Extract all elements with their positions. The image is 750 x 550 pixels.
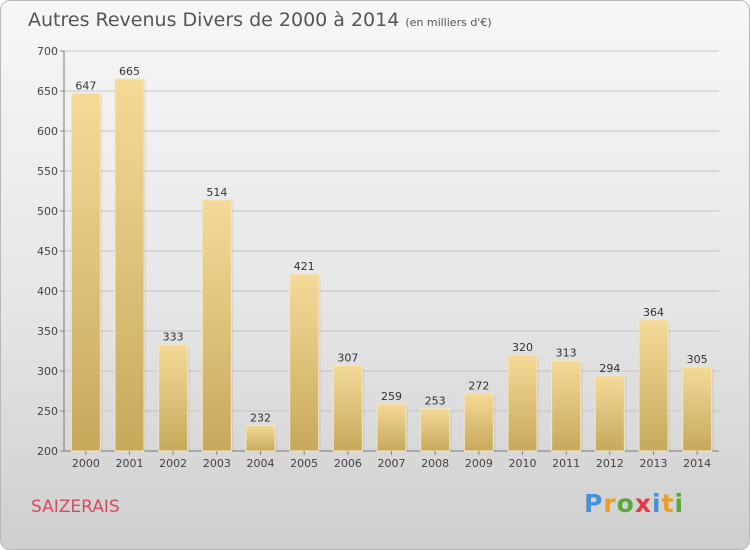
- data-label: 647: [75, 79, 96, 92]
- bar: [376, 403, 407, 452]
- data-label: 253: [425, 395, 446, 408]
- data-label: 305: [687, 353, 708, 366]
- x-tick-label: 2006: [334, 457, 362, 470]
- y-tick-label: 450: [37, 245, 58, 258]
- bar: [158, 344, 189, 452]
- chart-title: Autres Revenus Divers de 2000 à 2014 (en …: [28, 9, 492, 31]
- data-label: 294: [599, 362, 620, 375]
- y-tick-label: 200: [37, 445, 58, 458]
- x-tick-label: 2001: [116, 457, 144, 470]
- logo-letter: o: [616, 489, 635, 518]
- x-tick-label: 2003: [203, 457, 231, 470]
- chart-subtitle: (en milliers d'€): [405, 16, 492, 29]
- x-tick-label: 2012: [596, 457, 624, 470]
- x-tick-label: 2011: [552, 457, 580, 470]
- y-tick-label: 300: [37, 365, 58, 378]
- data-label: 364: [643, 306, 664, 319]
- data-label: 421: [294, 260, 315, 273]
- x-tick-label: 2008: [421, 457, 449, 470]
- bar: [201, 199, 232, 452]
- bar: [70, 92, 101, 452]
- data-label: 320: [512, 341, 533, 354]
- bar: [332, 364, 363, 452]
- data-label: 333: [163, 331, 184, 344]
- logo-letter: i: [674, 489, 685, 518]
- y-tick-label: 400: [37, 285, 58, 298]
- bar: [245, 424, 276, 452]
- data-label: 307: [337, 351, 358, 364]
- data-label: 259: [381, 390, 402, 403]
- logo-letter: x: [634, 489, 652, 518]
- data-label: 665: [119, 65, 140, 78]
- bar: [682, 366, 713, 452]
- x-tick-label: 2005: [290, 457, 318, 470]
- title-text: Autres Revenus Divers de 2000 à 2014: [28, 9, 400, 31]
- bar: [507, 354, 538, 452]
- bar: [638, 319, 669, 452]
- y-tick-label: 350: [37, 325, 58, 338]
- x-tick-label: 2009: [465, 457, 493, 470]
- logo-letter: t: [661, 489, 675, 518]
- x-tick-label: 2010: [509, 457, 537, 470]
- data-label: 313: [556, 347, 577, 360]
- x-tick-label: 2002: [159, 457, 187, 470]
- x-tick-label: 2004: [247, 457, 275, 470]
- bar: [114, 78, 145, 452]
- proxiti-logo: Proxiti: [584, 489, 684, 518]
- x-tick-label: 2013: [640, 457, 668, 470]
- y-tick-label: 550: [37, 165, 58, 178]
- bar: [551, 360, 582, 452]
- logo-letter: r: [603, 489, 617, 518]
- data-label: 272: [468, 379, 489, 392]
- bar: [289, 273, 320, 452]
- bar: [594, 375, 625, 452]
- commune-name: SAIZERAIS: [31, 497, 120, 517]
- data-label: 232: [250, 411, 271, 424]
- y-tick-label: 700: [37, 45, 58, 58]
- y-tick-label: 600: [37, 125, 58, 138]
- x-tick-label: 2000: [72, 457, 100, 470]
- y-tick-label: 500: [37, 205, 58, 218]
- data-label: 514: [206, 186, 227, 199]
- logo-letter: P: [584, 489, 604, 518]
- x-tick-label: 2014: [683, 457, 711, 470]
- bar: [463, 392, 494, 452]
- x-tick-label: 2007: [378, 457, 406, 470]
- y-tick-label: 650: [37, 85, 58, 98]
- y-tick-label: 250: [37, 405, 58, 418]
- bar: [420, 408, 451, 452]
- logo-letter: i: [652, 489, 662, 518]
